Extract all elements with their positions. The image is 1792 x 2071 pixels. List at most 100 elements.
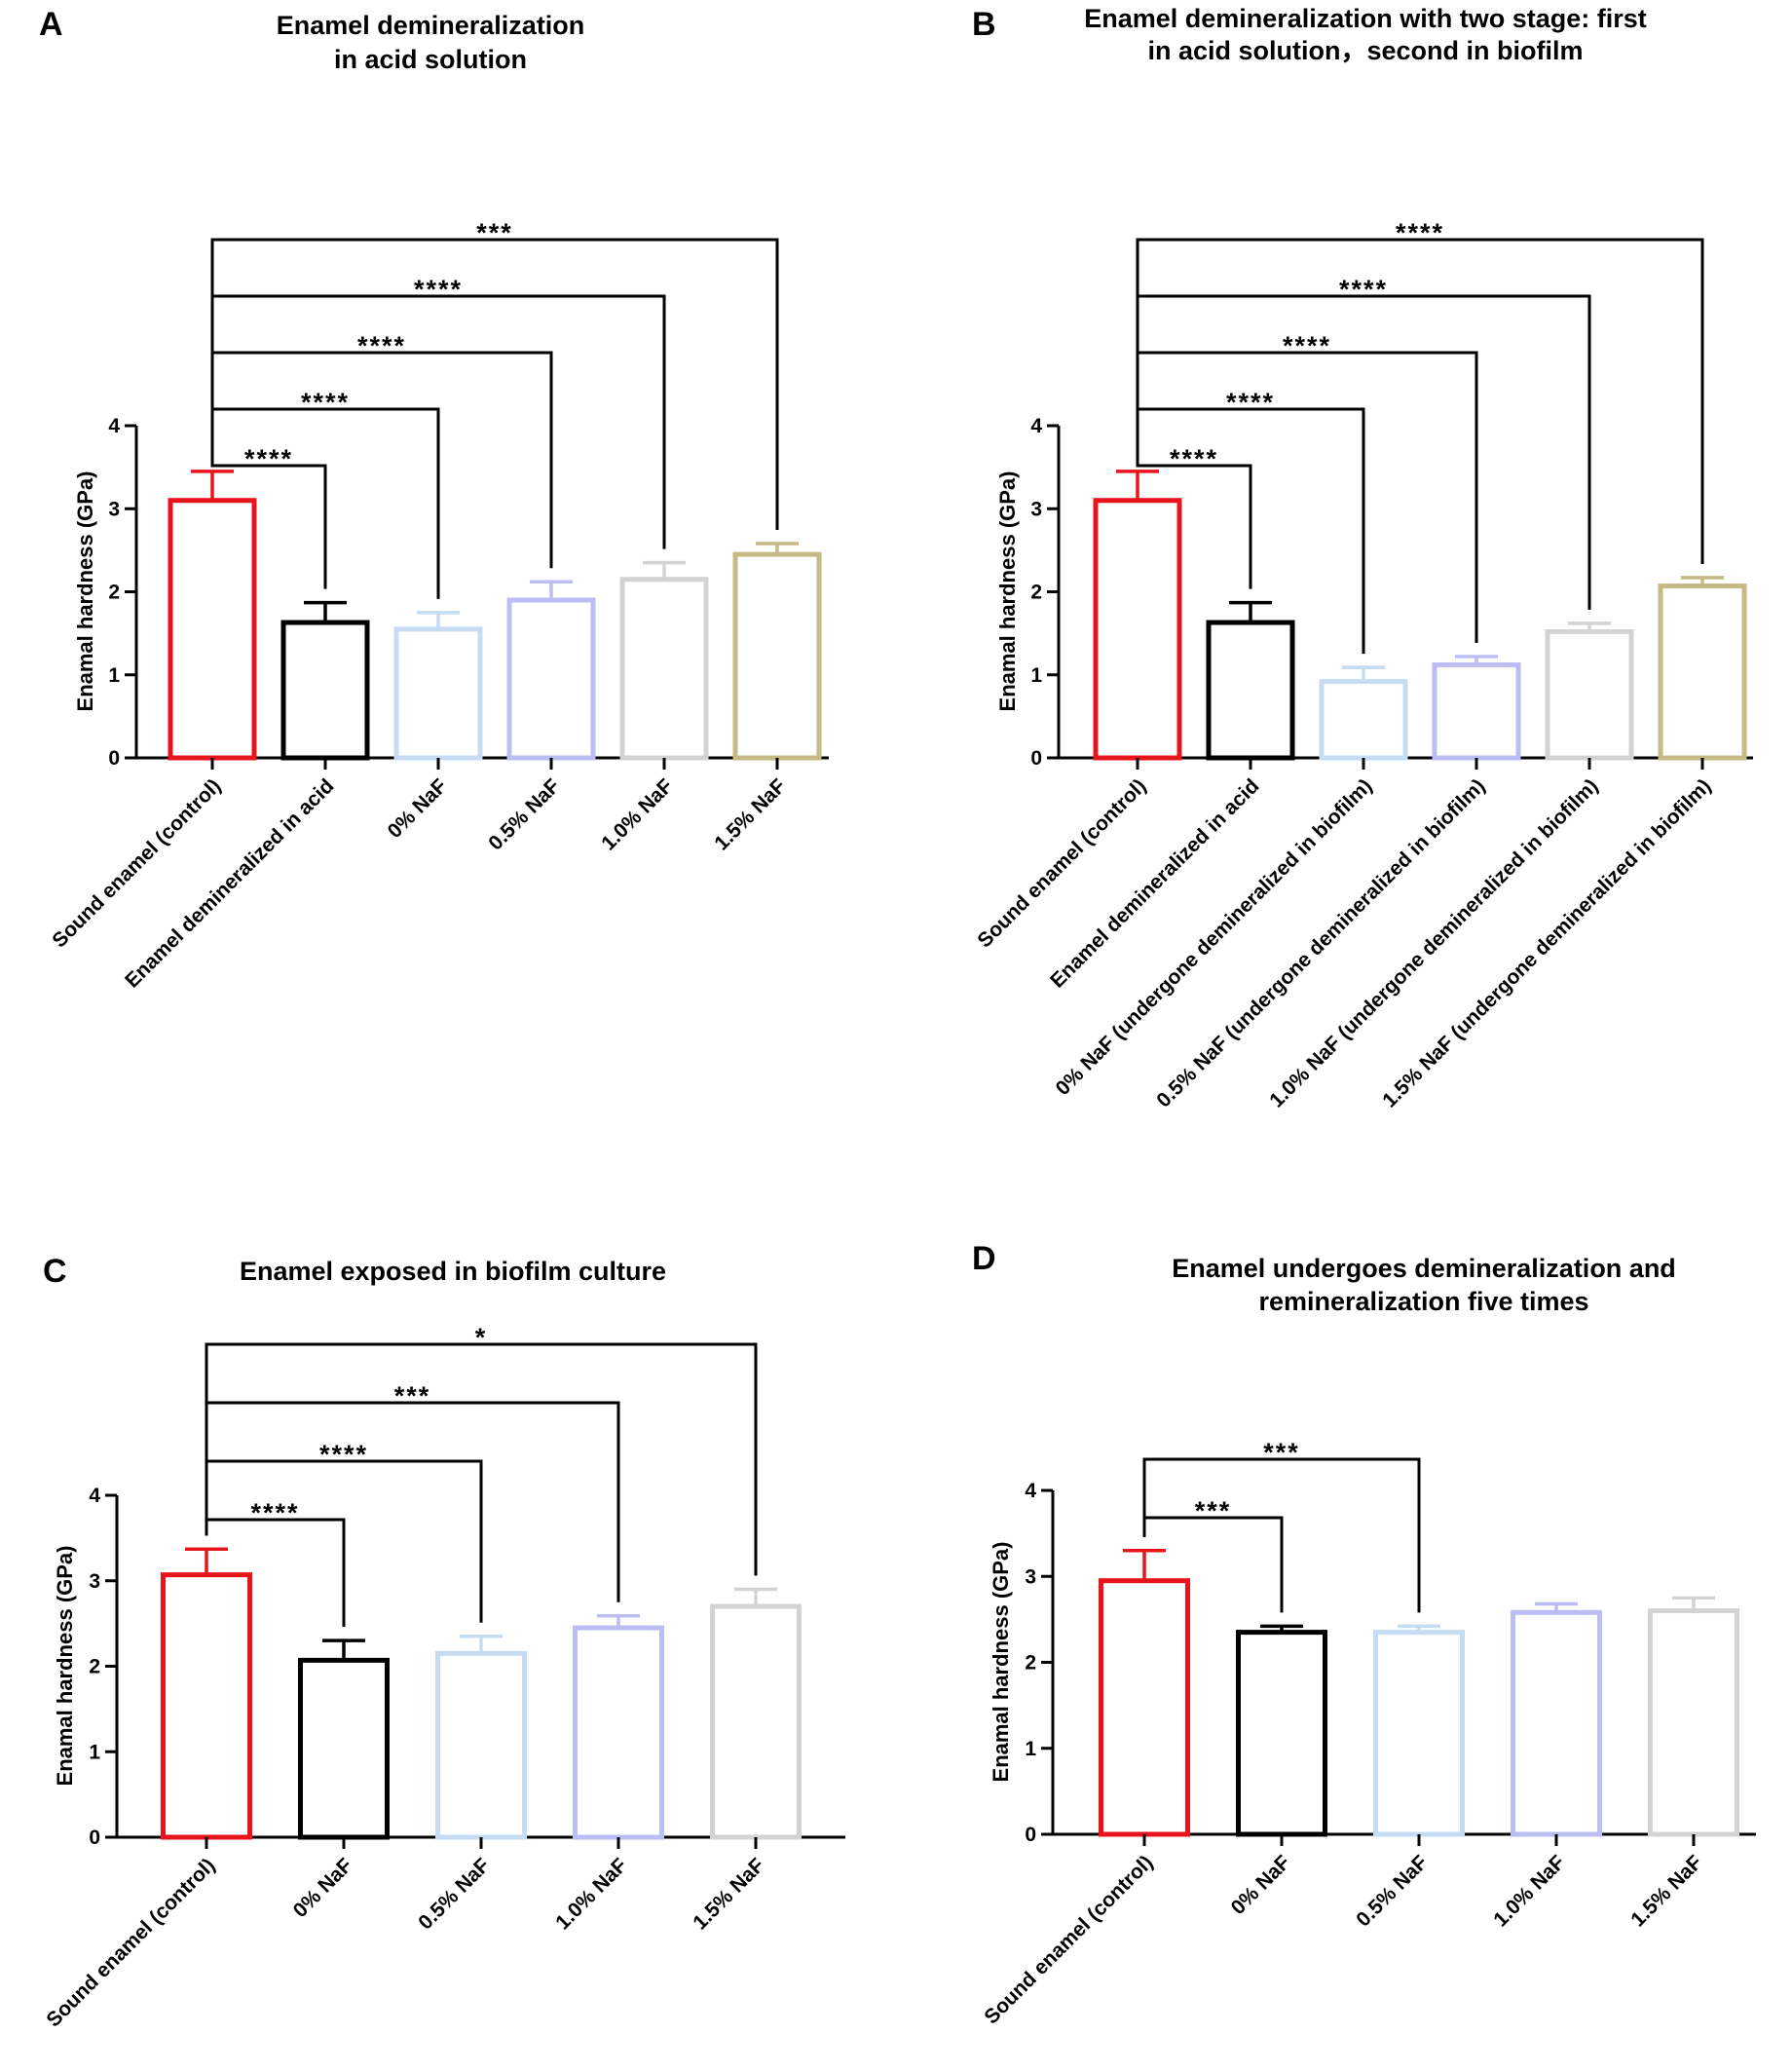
category-label: 0% NaF	[384, 774, 452, 843]
y-tick-label: 3	[89, 1570, 100, 1593]
bar	[435, 1650, 527, 1840]
y-axis-label: Enamal hardness (GPa)	[73, 471, 97, 712]
significance-label: ****	[414, 275, 463, 304]
significance-label: ****	[244, 444, 293, 473]
category-label: 0.5% NaF	[1352, 1851, 1432, 1931]
bar	[1658, 584, 1747, 761]
category-label: Sound enamel (control)	[42, 1854, 219, 2031]
y-tick-label: 4	[89, 1485, 100, 1507]
y-tick-label: 4	[108, 415, 120, 437]
significance-bracket	[1142, 1457, 1421, 1613]
bar	[1319, 679, 1408, 761]
y-tick-label: 2	[1025, 1652, 1036, 1675]
significance-label: ****	[1283, 331, 1331, 360]
panel-letter: C	[43, 1253, 67, 1290]
bar	[168, 498, 257, 761]
bar	[298, 1657, 390, 1840]
chart-title: Enamel demineralization with two stage: …	[1084, 4, 1647, 33]
significance-label: ***	[476, 218, 513, 247]
significance-bracket	[1136, 238, 1704, 565]
category-label: 0% NaF	[1227, 1851, 1295, 1919]
bar	[732, 551, 822, 761]
category-label: 0.5% NaF	[484, 774, 564, 854]
bar	[1511, 1609, 1602, 1837]
category-label: 0.5% NaF	[414, 1854, 494, 1934]
panel-letter: B	[972, 6, 996, 43]
category-label: 1.5% NaF	[689, 1854, 768, 1934]
significance-bracket	[210, 457, 327, 589]
significance-label: ****	[1339, 275, 1388, 304]
chart-title: Enamel undergoes demineralization and	[1172, 1254, 1676, 1283]
bar	[393, 626, 483, 761]
category-label: 1.0% NaF	[551, 1854, 631, 1934]
chart-title: Enamel exposed in biofilm culture	[240, 1257, 666, 1286]
significance-bracket	[210, 238, 779, 531]
bar	[1206, 620, 1295, 761]
y-tick-label: 0	[89, 1826, 100, 1849]
bar	[506, 597, 596, 761]
category-label: 1.5% NaF	[1626, 1851, 1706, 1931]
significance-label: ****	[357, 331, 406, 360]
y-tick-label: 1	[108, 664, 120, 687]
significance-label: ***	[394, 1381, 431, 1411]
significance-label: ***	[1263, 1438, 1300, 1467]
y-tick-label: 1	[1030, 664, 1042, 687]
significance-label: *	[475, 1323, 488, 1352]
bar	[161, 1572, 252, 1840]
significance-bracket	[1136, 351, 1478, 643]
category-label: Enamel demineralized in acid	[121, 774, 338, 992]
bar	[280, 620, 370, 761]
y-tick-label: 2	[108, 582, 120, 604]
significance-bracket	[1136, 457, 1252, 589]
panel-letter: D	[972, 1240, 996, 1277]
y-tick-label: 4	[1025, 1480, 1036, 1502]
bar	[1236, 1630, 1327, 1837]
y-tick-label: 3	[1030, 498, 1042, 520]
category-label: 1.5% NaF	[710, 774, 790, 854]
bar	[1093, 498, 1182, 761]
panel-a: A Enamel demineralization in acid solution…	[39, 6, 829, 993]
panel-letter: A	[39, 6, 63, 43]
panel-c: C Enamel exposed in biofilm culture 0 1 2 3 4 E…	[42, 1253, 845, 2031]
bar	[710, 1603, 802, 1840]
y-tick-label: 4	[1030, 415, 1042, 437]
category-label: 0% NaF	[289, 1854, 357, 1922]
category-label: Enamel demineralized in acid	[1046, 774, 1263, 992]
bar	[1373, 1630, 1465, 1837]
y-axis-label: Enamal hardness (GPa)	[53, 1546, 77, 1787]
y-tick-label: 3	[1025, 1565, 1036, 1588]
category-label: 1.0% NaF	[597, 774, 677, 854]
y-tick-label: 2	[1030, 582, 1042, 604]
y-tick-label: 2	[89, 1656, 100, 1678]
y-tick-label: 3	[108, 498, 120, 520]
bar	[573, 1625, 664, 1840]
significance-label: ****	[1396, 218, 1444, 247]
bar	[1099, 1578, 1190, 1837]
significance-bracket	[205, 1342, 758, 1576]
significance-label: ****	[250, 1498, 299, 1527]
significance-label: ***	[1195, 1496, 1232, 1525]
y-axis-label: Enamal hardness (GPa)	[989, 1542, 1013, 1783]
bar	[1648, 1608, 1739, 1837]
y-tick-label: 1	[1025, 1738, 1036, 1760]
y-tick-label: 1	[89, 1741, 100, 1763]
y-tick-label: 0	[1025, 1824, 1036, 1846]
significance-label: ****	[319, 1440, 368, 1469]
significance-label: ****	[301, 388, 350, 417]
chart-title: in acid solution	[334, 45, 527, 74]
bar	[619, 577, 709, 761]
significance-label: ****	[1170, 444, 1218, 473]
panel-b: B Enamel demineralization with two stage:…	[972, 4, 1753, 1112]
chart-title: Enamel demineralization	[277, 11, 585, 40]
bar	[1545, 628, 1634, 761]
bar	[1432, 662, 1521, 761]
chart-title: remineralization five times	[1258, 1287, 1588, 1316]
panel-d: D Enamel undergoes demineralization and re…	[972, 1240, 1756, 2028]
y-tick-label: 0	[1030, 747, 1042, 770]
significance-label: ****	[1226, 388, 1275, 417]
y-axis-label: Enamal hardness (GPa)	[995, 471, 1020, 712]
category-label: 1.0% NaF	[1489, 1851, 1569, 1931]
category-label: Sound enamel (control)	[980, 1851, 1157, 2028]
chart-title: in acid solution，second in biofilm	[1147, 36, 1583, 65]
